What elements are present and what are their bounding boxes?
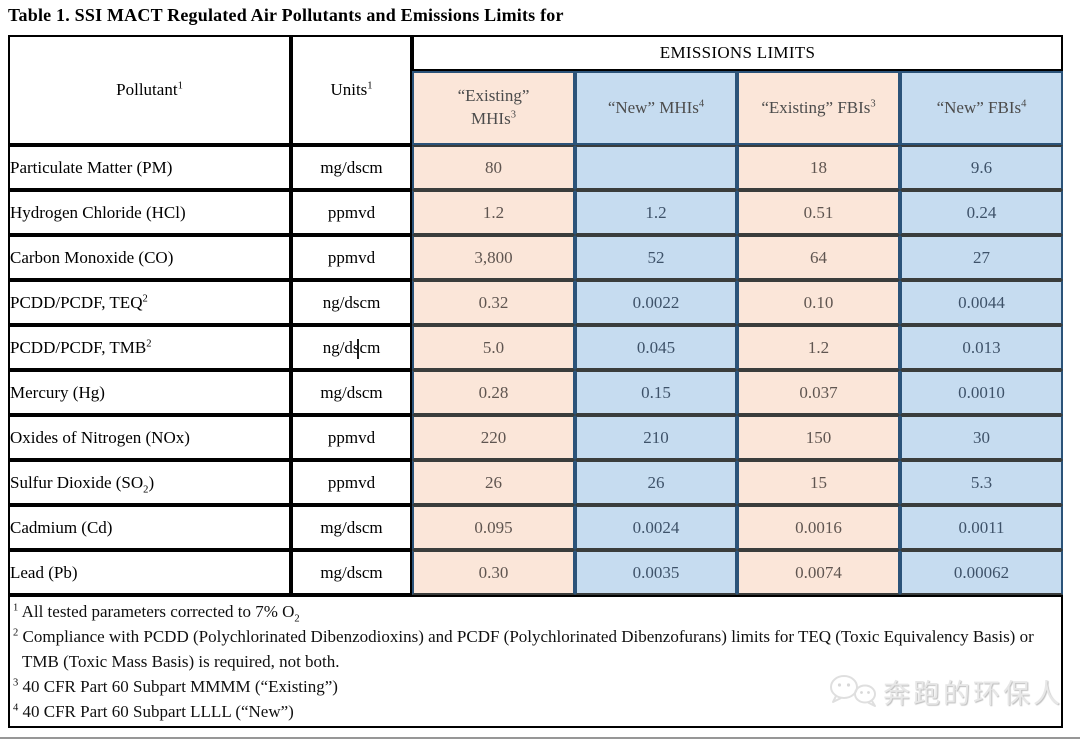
units-cell: mg/dscm — [291, 505, 412, 550]
pollutant-cell: Mercury (Hg) — [8, 370, 291, 415]
value-cell: 0.30 — [412, 550, 575, 595]
units-cell: ng/dscm — [291, 325, 412, 370]
pollutant-cell: Particulate Matter (PM) — [8, 145, 291, 190]
value-cell: 0.0044 — [900, 280, 1064, 325]
table-row: Mercury (Hg) mg/dscm 0.28 0.15 0.037 0.0010 — [8, 370, 1064, 415]
value-cell: 5.0 — [412, 325, 575, 370]
col-header-pollutant: Pollutant1 — [8, 35, 291, 145]
table-row: Carbon Monoxide (CO) ppmvd 3,800 52 64 27 — [8, 235, 1064, 280]
watermark: 奔跑的环保人 — [828, 671, 1063, 711]
units-cell: mg/dscm — [291, 370, 412, 415]
value-cell: 1.2 — [575, 190, 737, 235]
table-row: PCDD/PCDF, TMB2 ng/dscm 5.0 0.045 1.2 0.013 — [8, 325, 1064, 370]
footnotes-list: 1 All tested parameters corrected to 7% … — [10, 599, 1061, 724]
table-row: Cadmium (Cd) mg/dscm 0.095 0.0024 0.0016 0.00… — [8, 505, 1064, 550]
value-cell: 1.2 — [737, 325, 900, 370]
value-cell: 150 — [737, 415, 900, 460]
table-row: Hydrogen Chloride (HCl) ppmvd 1.2 1.2 0.51 0.… — [8, 190, 1064, 235]
value-cell: 52 — [575, 235, 737, 280]
value-cell: 0.0035 — [575, 550, 737, 595]
units-cell: ppmvd — [291, 190, 412, 235]
value-cell: 0.0010 — [900, 370, 1064, 415]
units-cell: ppmvd — [291, 235, 412, 280]
footnote: 3 40 CFR Part 60 Subpart MMMM (“Existing… — [13, 677, 338, 696]
table-row: Oxides of Nitrogen (NOx) ppmvd 220 210 150 30 — [8, 415, 1064, 460]
col-header-units: Units1 — [291, 35, 412, 145]
emissions-table: Pollutant1 Units1 EMISSIONS LIMITS “Exis… — [8, 35, 1064, 728]
footnote: 1 All tested parameters corrected to 7% … — [13, 602, 300, 625]
value-cell: 0.095 — [412, 505, 575, 550]
value-cell: 9.6 — [900, 145, 1064, 190]
watermark-text: 奔跑的环保人 — [883, 678, 1063, 709]
value-cell: 210 — [575, 415, 737, 460]
value-cell: 64 — [737, 235, 900, 280]
value-cell: 0.32 — [412, 280, 575, 325]
footnotes-box: 1 All tested parameters corrected to 7% … — [8, 595, 1064, 728]
pollutant-cell: PCDD/PCDF, TMB2 — [8, 325, 291, 370]
subcolumn-header: “New” FBIs4 — [900, 71, 1064, 145]
value-cell: 0.0022 — [575, 280, 737, 325]
pollutant-cell: Sulfur Dioxide (SO2) — [8, 460, 291, 505]
table-row: Sulfur Dioxide (SO2) ppmvd 26 26 15 5.3 — [8, 460, 1064, 505]
value-cell: 0.51 — [737, 190, 900, 235]
value-cell: 0.0016 — [737, 505, 900, 550]
pollutant-cell: Cadmium (Cd) — [8, 505, 291, 550]
subcolumn-header: “New” MHIs4 — [575, 71, 737, 145]
value-cell: 0.0011 — [900, 505, 1064, 550]
subcolumn-header: “Existing” FBIs3 — [737, 71, 900, 145]
value-cell: 220 — [412, 415, 575, 460]
value-cell: 0.28 — [412, 370, 575, 415]
footnote: 4 40 CFR Part 60 Subpart LLLL (“New”) — [13, 702, 294, 721]
pollutant-cell: Lead (Pb) — [8, 550, 291, 595]
footnotes-row: 1 All tested parameters corrected to 7% … — [8, 595, 1064, 728]
header-row-top: Pollutant1 Units1 EMISSIONS LIMITS — [8, 35, 1064, 145]
units-cell: ppmvd — [291, 415, 412, 460]
value-cell: 1.2 — [412, 190, 575, 235]
value-cell: 80 — [412, 145, 575, 190]
value-cell: 0.00062 — [900, 550, 1064, 595]
bottom-divider — [0, 737, 1080, 739]
text-cursor — [357, 339, 359, 359]
table-body: Particulate Matter (PM) mg/dscm 80 18 9.6 Hyd… — [8, 145, 1064, 595]
value-cell: 0.0074 — [737, 550, 900, 595]
value-cell: 15 — [737, 460, 900, 505]
value-cell: 0.10 — [737, 280, 900, 325]
pollutant-cell: PCDD/PCDF, TEQ2 — [8, 280, 291, 325]
col-header-emissions-limits: EMISSIONS LIMITS — [412, 35, 1064, 71]
value-cell: 26 — [575, 460, 737, 505]
pollutant-cell: Oxides of Nitrogen (NOx) — [8, 415, 291, 460]
units-cell: ppmvd — [291, 460, 412, 505]
value-cell: 18 — [737, 145, 900, 190]
table-row: PCDD/PCDF, TEQ2 ng/dscm 0.32 0.0022 0.10 0.00… — [8, 280, 1064, 325]
value-cell: 0.0024 — [575, 505, 737, 550]
value-cell: 0.24 — [900, 190, 1064, 235]
table-row: Particulate Matter (PM) mg/dscm 80 18 9.6 — [8, 145, 1064, 190]
value-cell: 5.3 — [900, 460, 1064, 505]
value-cell: 0.013 — [900, 325, 1064, 370]
table-caption: Table 1. SSI MACT Regulated Air Pollutan… — [8, 5, 564, 25]
units-cell: mg/dscm — [291, 145, 412, 190]
value-cell: 3,800 — [412, 235, 575, 280]
value-cell: 30 — [900, 415, 1064, 460]
header-row-sub: “Existing” MHIs3 “New” MHIs4 “Existing” FBI… — [8, 71, 1064, 145]
value-cell: 27 — [900, 235, 1064, 280]
units-cell: mg/dscm — [291, 550, 412, 595]
value-cell: 0.037 — [737, 370, 900, 415]
wechat-bubbles-icon — [830, 675, 876, 707]
value-cell: 26 — [412, 460, 575, 505]
value-cell: 0.15 — [575, 370, 737, 415]
pollutant-cell: Carbon Monoxide (CO) — [8, 235, 291, 280]
table-row: Lead (Pb) mg/dscm 0.30 0.0035 0.0074 0.00062 — [8, 550, 1064, 595]
value-cell: 0.045 — [575, 325, 737, 370]
units-cell: ng/dscm — [291, 280, 412, 325]
footnote: 2 Compliance with PCDD (Polychlorinated … — [13, 627, 1034, 671]
subcolumn-header: “Existing” MHIs3 — [412, 71, 575, 145]
pollutant-cell: Hydrogen Chloride (HCl) — [8, 190, 291, 235]
value-cell — [575, 145, 737, 190]
